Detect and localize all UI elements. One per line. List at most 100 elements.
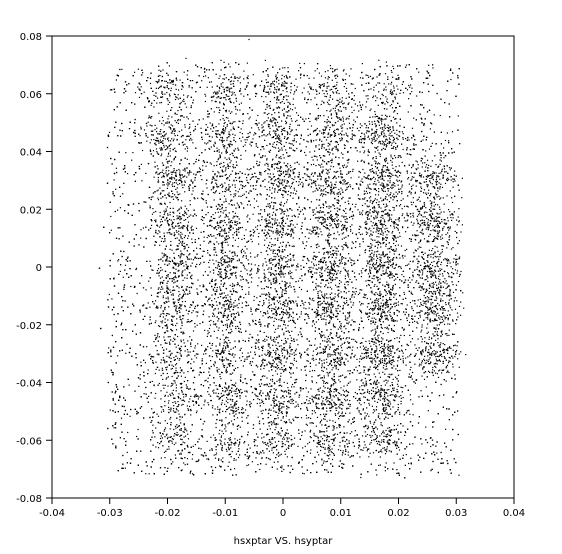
scatter-point	[188, 174, 190, 176]
scatter-point	[164, 331, 166, 334]
scatter-point	[401, 143, 403, 145]
scatter-point	[238, 341, 240, 343]
scatter-point	[288, 142, 290, 144]
scatter-point	[319, 164, 321, 166]
scatter-point	[376, 115, 378, 117]
scatter-point	[377, 415, 380, 417]
scatter-point	[119, 395, 121, 397]
scatter-point	[428, 297, 430, 299]
scatter-point	[264, 359, 266, 361]
scatter-point	[151, 436, 153, 438]
scatter-point	[288, 185, 290, 187]
scatter-point	[115, 237, 118, 239]
scatter-point	[286, 405, 288, 407]
scatter-point	[294, 416, 297, 418]
scatter-point	[408, 177, 410, 179]
scatter-point	[331, 364, 333, 366]
scatter-point	[128, 384, 130, 386]
scatter-point	[379, 464, 381, 466]
scatter-point	[346, 165, 348, 167]
scatter-point	[234, 156, 236, 158]
scatter-point	[176, 191, 178, 193]
scatter-point	[115, 427, 117, 429]
scatter-point	[262, 146, 264, 148]
scatter-point	[238, 391, 241, 393]
scatter-point	[245, 382, 247, 384]
scatter-point	[315, 286, 317, 288]
scatter-point	[195, 400, 197, 403]
scatter-point	[319, 444, 321, 446]
scatter-point	[249, 361, 252, 363]
scatter-point	[323, 362, 325, 364]
scatter-point	[207, 377, 209, 379]
scatter-point	[368, 76, 370, 78]
scatter-point	[223, 292, 225, 294]
scatter-point	[201, 344, 203, 346]
scatter-point	[244, 340, 246, 342]
scatter-point	[432, 310, 434, 312]
scatter-point	[245, 293, 247, 295]
scatter-point	[281, 465, 283, 467]
scatter-point	[308, 117, 310, 119]
scatter-point	[167, 298, 169, 300]
scatter-point	[130, 458, 132, 460]
scatter-point	[158, 173, 160, 175]
scatter-point	[363, 90, 365, 92]
scatter-point	[298, 70, 300, 72]
scatter-point	[456, 319, 458, 321]
scatter-point	[347, 235, 349, 237]
scatter-point	[109, 89, 112, 91]
scatter-point	[213, 392, 215, 394]
scatter-point	[320, 431, 322, 433]
scatter-point	[439, 114, 441, 117]
scatter-point	[396, 469, 398, 471]
scatter-point	[111, 163, 113, 165]
scatter-point	[402, 457, 404, 459]
scatter-point	[416, 68, 418, 70]
scatter-point	[145, 386, 147, 389]
scatter-point	[118, 259, 120, 261]
scatter-point	[133, 245, 135, 247]
scatter-point	[187, 70, 189, 72]
scatter-point	[392, 262, 394, 264]
scatter-point	[301, 466, 303, 468]
scatter-point	[255, 95, 257, 97]
scatter-point	[257, 464, 259, 466]
scatter-point	[349, 373, 351, 375]
scatter-point	[115, 188, 117, 190]
scatter-point	[413, 117, 415, 119]
scatter-point	[250, 351, 252, 353]
scatter-point	[336, 116, 338, 118]
scatter-point	[326, 397, 328, 399]
scatter-point	[164, 325, 166, 327]
scatter-point	[195, 174, 197, 176]
scatter-point	[174, 425, 177, 427]
scatter-point	[167, 181, 169, 184]
scatter-point	[166, 327, 168, 329]
scatter-point	[236, 284, 238, 286]
scatter-point	[203, 68, 206, 70]
scatter-point	[265, 335, 268, 337]
scatter-point	[420, 160, 422, 162]
scatter-point	[326, 430, 328, 432]
scatter-point	[327, 251, 329, 253]
scatter-point	[241, 238, 243, 240]
scatter-point	[264, 276, 266, 278]
scatter-point	[362, 382, 364, 384]
scatter-point	[412, 330, 414, 332]
scatter-point	[192, 330, 195, 332]
scatter-point	[159, 244, 161, 246]
scatter-point	[246, 204, 249, 206]
scatter-point	[369, 116, 371, 118]
scatter-point	[372, 239, 374, 241]
scatter-point	[205, 183, 207, 185]
scatter-point	[388, 231, 390, 233]
scatter-point	[261, 131, 263, 133]
scatter-point	[166, 326, 169, 328]
scatter-point	[138, 210, 140, 212]
scatter-point	[277, 365, 279, 367]
scatter-point	[344, 325, 346, 327]
scatter-point	[391, 71, 393, 73]
scatter-point	[195, 82, 197, 84]
scatter-point	[156, 292, 159, 294]
